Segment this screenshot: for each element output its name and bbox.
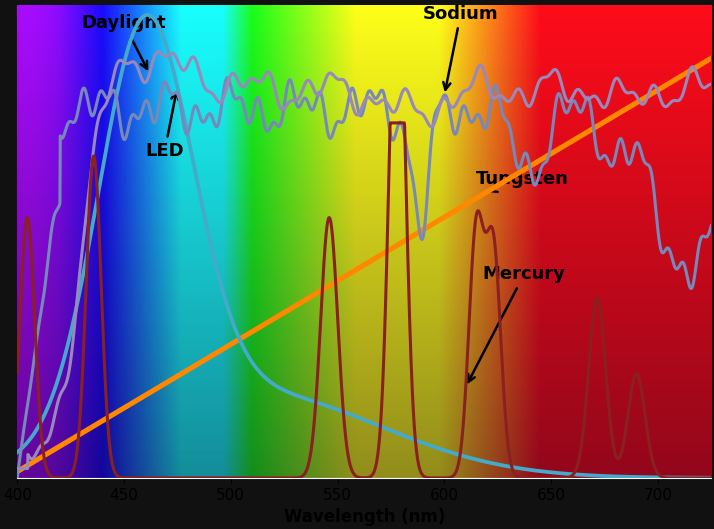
Text: LED: LED xyxy=(146,92,184,160)
Text: Sodium: Sodium xyxy=(423,5,498,90)
Text: Daylight: Daylight xyxy=(81,14,166,69)
Text: Mercury: Mercury xyxy=(468,265,565,382)
X-axis label: Wavelength (nm): Wavelength (nm) xyxy=(283,508,445,526)
Text: Tungsten: Tungsten xyxy=(476,170,569,192)
